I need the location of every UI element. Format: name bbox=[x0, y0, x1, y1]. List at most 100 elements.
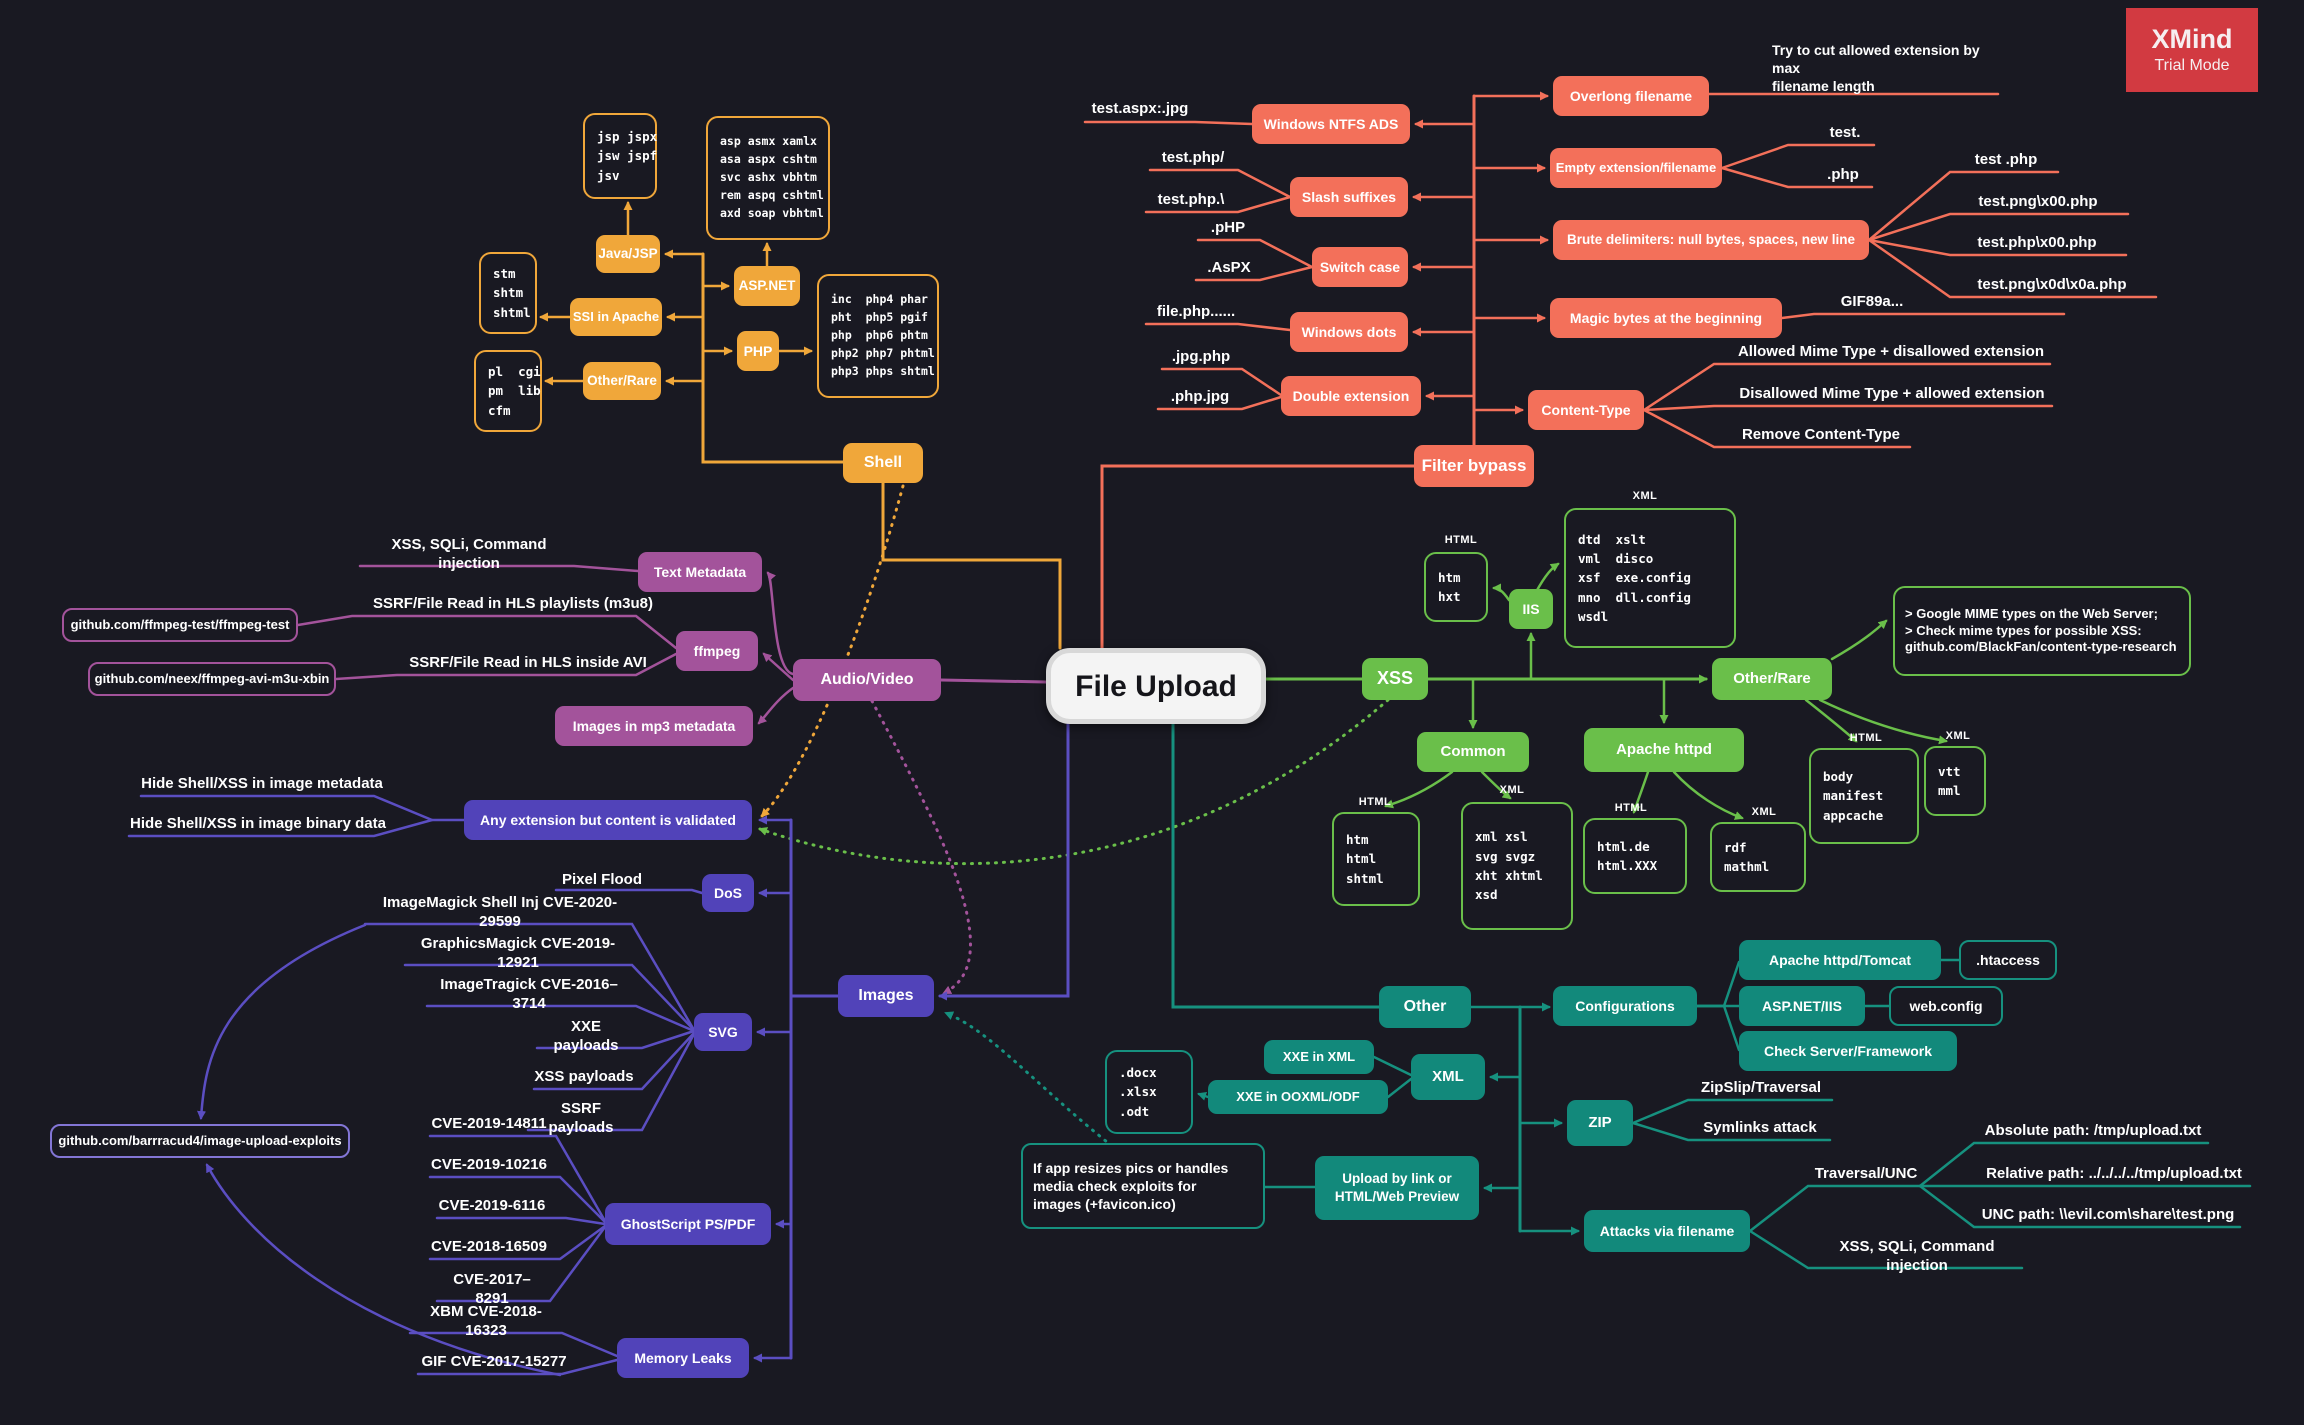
node-file-upload[interactable]: File Upload bbox=[1046, 648, 1266, 724]
xml-xsl-box[interactable]: xml xsl svg svgz xht xhtml xsd bbox=[1461, 802, 1573, 930]
node-configurations[interactable]: Configurations bbox=[1553, 986, 1697, 1026]
if-app-resizes-note[interactable]: If app resizes pics or handles media che… bbox=[1021, 1143, 1265, 1229]
node-content-type[interactable]: Content-Type bbox=[1528, 390, 1644, 430]
node-double-extension[interactable]: Double extension bbox=[1281, 376, 1421, 416]
node-xss[interactable]: XSS bbox=[1362, 658, 1428, 700]
node-apache-httpd-tomcat[interactable]: Apache httpd/Tomcat bbox=[1739, 940, 1941, 980]
node-upload-by-link[interactable]: Upload by link or HTML/Web Preview bbox=[1315, 1156, 1479, 1220]
label-ssrf-hls-m3u8[interactable]: SSRF/File Read in HLS playlists (m3u8) bbox=[372, 595, 654, 613]
node-iis[interactable]: IIS bbox=[1509, 589, 1553, 629]
body-manifest-box[interactable]: body manifest appcache bbox=[1809, 748, 1919, 844]
html-de-box[interactable]: html.de html.XXX bbox=[1583, 818, 1687, 894]
node-memory-leaks[interactable]: Memory Leaks bbox=[617, 1338, 749, 1378]
label-test-space-php[interactable]: test .php bbox=[1974, 151, 2038, 169]
github-barrracud4-box[interactable]: github.com/barrracud4/image-upload-explo… bbox=[50, 1124, 350, 1158]
label-test-php-slash[interactable]: test.php/ bbox=[1161, 149, 1225, 167]
label-try-cut-extension[interactable]: Try to cut allowed extension by max file… bbox=[1772, 41, 1980, 95]
node-magic-bytes[interactable]: Magic bytes at the beginning bbox=[1550, 298, 1782, 338]
node-other-rare-shell[interactable]: Other/Rare bbox=[583, 362, 661, 400]
node-common[interactable]: Common bbox=[1417, 732, 1529, 772]
node-xxe-in-xml[interactable]: XXE in XML bbox=[1264, 1040, 1374, 1074]
node-web-config[interactable]: web.config bbox=[1889, 986, 2003, 1026]
node-ffmpeg[interactable]: ffmpeg bbox=[676, 631, 758, 671]
label-xss-sqli-filename[interactable]: XSS, SQLi, Command injection bbox=[1839, 1237, 1995, 1275]
asp-extensions-box[interactable]: asp asmx xamlx asa aspx cshtm svc ashx v… bbox=[706, 116, 830, 240]
label-xbm-cve[interactable]: XBM CVE-2018-16323 bbox=[430, 1302, 542, 1340]
node-any-extension-validated[interactable]: Any extension but content is validated bbox=[464, 800, 752, 840]
label-hide-shell-binary[interactable]: Hide Shell/XSS in image binary data bbox=[130, 815, 386, 833]
label-xss-sqli-cmd-injection[interactable]: XSS, SQLi, Command injection bbox=[391, 535, 547, 573]
node-windows-ntfs-ads[interactable]: Windows NTFS ADS bbox=[1252, 104, 1410, 144]
node-php[interactable]: PHP bbox=[737, 331, 779, 371]
label-dot-pHP[interactable]: .pHP bbox=[1210, 219, 1246, 237]
label-remove-content-type[interactable]: Remove Content-Type bbox=[1741, 426, 1901, 444]
node-switch-case[interactable]: Switch case bbox=[1312, 247, 1408, 287]
node-images-in-mp3[interactable]: Images in mp3 metadata bbox=[555, 706, 753, 746]
node-aspnet-iis[interactable]: ASP.NET/IIS bbox=[1739, 986, 1865, 1026]
label-disallowed-mime[interactable]: Disallowed Mime Type + allowed extension bbox=[1739, 385, 2045, 403]
label-test-php-x00-php[interactable]: test.php\x00.php bbox=[1977, 234, 2097, 252]
docx-xlsx-odt-box[interactable]: .docx .xlsx .odt bbox=[1105, 1050, 1193, 1134]
dtd-xslt-box[interactable]: dtd xslt vml disco xsf exe.config mno dl… bbox=[1564, 508, 1736, 648]
label-imagemagick-cve[interactable]: ImageMagick Shell Inj CVE-2020-29599 bbox=[382, 893, 618, 931]
label-test-dot[interactable]: test. bbox=[1829, 124, 1861, 142]
label-imagetragick-cve[interactable]: ImageTragick CVE-2016–3714 bbox=[440, 975, 618, 1013]
node-other[interactable]: Other bbox=[1379, 986, 1471, 1028]
stm-extensions-box[interactable]: stm shtm shtml bbox=[479, 252, 537, 334]
label-ssrf-hls-avi[interactable]: SSRF/File Read in HLS inside AVI bbox=[409, 654, 647, 672]
label-cve-2017-8291[interactable]: CVE-2017–8291 bbox=[453, 1270, 531, 1308]
label-jpg-php[interactable]: .jpg.php bbox=[1171, 348, 1231, 366]
node-ghostscript[interactable]: GhostScript PS/PDF bbox=[605, 1203, 771, 1245]
node-windows-dots[interactable]: Windows dots bbox=[1290, 312, 1408, 352]
jsp-extensions-box[interactable]: jsp jspx jsw jspf jsv bbox=[583, 113, 657, 199]
node-empty-extension[interactable]: Empty extension/filename bbox=[1550, 148, 1722, 188]
label-dot-AsPX[interactable]: .AsPX bbox=[1207, 259, 1251, 277]
label-test-aspx-jpg[interactable]: test.aspx:.jpg bbox=[1091, 100, 1189, 118]
label-absolute-path[interactable]: Absolute path: /tmp/upload.txt bbox=[1984, 1122, 2202, 1140]
label-test-png-x00-php[interactable]: test.png\x00.php bbox=[1978, 193, 2098, 211]
rdf-mathml-box[interactable]: rdf mathml bbox=[1710, 822, 1806, 892]
node-shell[interactable]: Shell bbox=[843, 443, 923, 483]
label-graphicsmagick-cve[interactable]: GraphicsMagick CVE-2019-12921 bbox=[420, 934, 616, 972]
vtt-mml-box[interactable]: vtt mml bbox=[1924, 746, 1986, 816]
node-svg[interactable]: SVG bbox=[694, 1013, 752, 1051]
node-check-server-framework[interactable]: Check Server/Framework bbox=[1739, 1031, 1957, 1071]
pl-extensions-box[interactable]: pl cgi pm lib cfm bbox=[474, 350, 542, 432]
node-xml[interactable]: XML bbox=[1411, 1054, 1485, 1100]
node-dos[interactable]: DoS bbox=[702, 874, 754, 912]
label-gif-cve[interactable]: GIF CVE-2017-15277 bbox=[421, 1353, 567, 1371]
github-neex-ffmpeg-box[interactable]: github.com/neex/ffmpeg-avi-m3u-xbin bbox=[88, 662, 336, 696]
label-test-png-x0d-x0a-php[interactable]: test.png\x0d\x0a.php bbox=[1977, 276, 2127, 294]
node-xxe-in-ooxml[interactable]: XXE in OOXML/ODF bbox=[1208, 1080, 1388, 1114]
node-java-jsp[interactable]: Java/JSP bbox=[596, 235, 660, 273]
label-symlinks-attack[interactable]: Symlinks attack bbox=[1703, 1119, 1817, 1137]
node-brute-delimiters[interactable]: Brute delimiters: null bytes, spaces, ne… bbox=[1553, 220, 1869, 260]
label-dot-php[interactable]: .php bbox=[1827, 166, 1859, 184]
label-relative-path[interactable]: Relative path: ../../../../tmp/upload.tx… bbox=[1986, 1165, 2242, 1183]
label-php-jpg[interactable]: .php.jpg bbox=[1170, 388, 1230, 406]
google-mime-note[interactable]: > Google MIME types on the Web Server; >… bbox=[1893, 586, 2191, 676]
node-asp-net[interactable]: ASP.NET bbox=[734, 266, 800, 306]
node-htaccess[interactable]: .htaccess bbox=[1959, 940, 2057, 980]
label-file-php-dots[interactable]: file.php...... bbox=[1156, 303, 1236, 321]
label-cve-2019-10216[interactable]: CVE-2019-10216 bbox=[431, 1156, 547, 1174]
label-cve-2019-14811[interactable]: CVE-2019-14811 bbox=[431, 1115, 547, 1133]
node-filter-bypass[interactable]: Filter bypass bbox=[1414, 445, 1534, 487]
node-ssi-in-apache[interactable]: SSI in Apache bbox=[570, 298, 662, 336]
label-allowed-mime[interactable]: Allowed Mime Type + disallowed extension bbox=[1737, 343, 2045, 361]
node-slash-suffixes[interactable]: Slash suffixes bbox=[1290, 177, 1408, 217]
node-text-metadata[interactable]: Text Metadata bbox=[638, 552, 762, 592]
label-ssrf-payloads[interactable]: SSRF payloads bbox=[548, 1099, 614, 1137]
label-pixel-flood[interactable]: Pixel Flood bbox=[561, 871, 642, 889]
label-hide-shell-metadata[interactable]: Hide Shell/XSS in image metadata bbox=[141, 775, 383, 793]
inc-extensions-box[interactable]: inc php4 phar pht php5 pgif php php6 pht… bbox=[817, 274, 939, 398]
node-images[interactable]: Images bbox=[838, 975, 934, 1017]
node-zip[interactable]: ZIP bbox=[1567, 1100, 1633, 1146]
label-unc-path[interactable]: UNC path: \\evil.com\share\test.png bbox=[1981, 1206, 2235, 1224]
node-overlong-filename[interactable]: Overlong filename bbox=[1553, 76, 1709, 116]
htm-hxt-box[interactable]: htm hxt bbox=[1424, 552, 1488, 622]
label-cve-2018-16509[interactable]: CVE-2018-16509 bbox=[431, 1238, 547, 1256]
label-test-php-backslash[interactable]: test.php.\ bbox=[1157, 191, 1225, 209]
label-xxe-payloads[interactable]: XXE payloads bbox=[553, 1017, 619, 1055]
label-xss-payloads[interactable]: XSS payloads bbox=[534, 1068, 634, 1086]
